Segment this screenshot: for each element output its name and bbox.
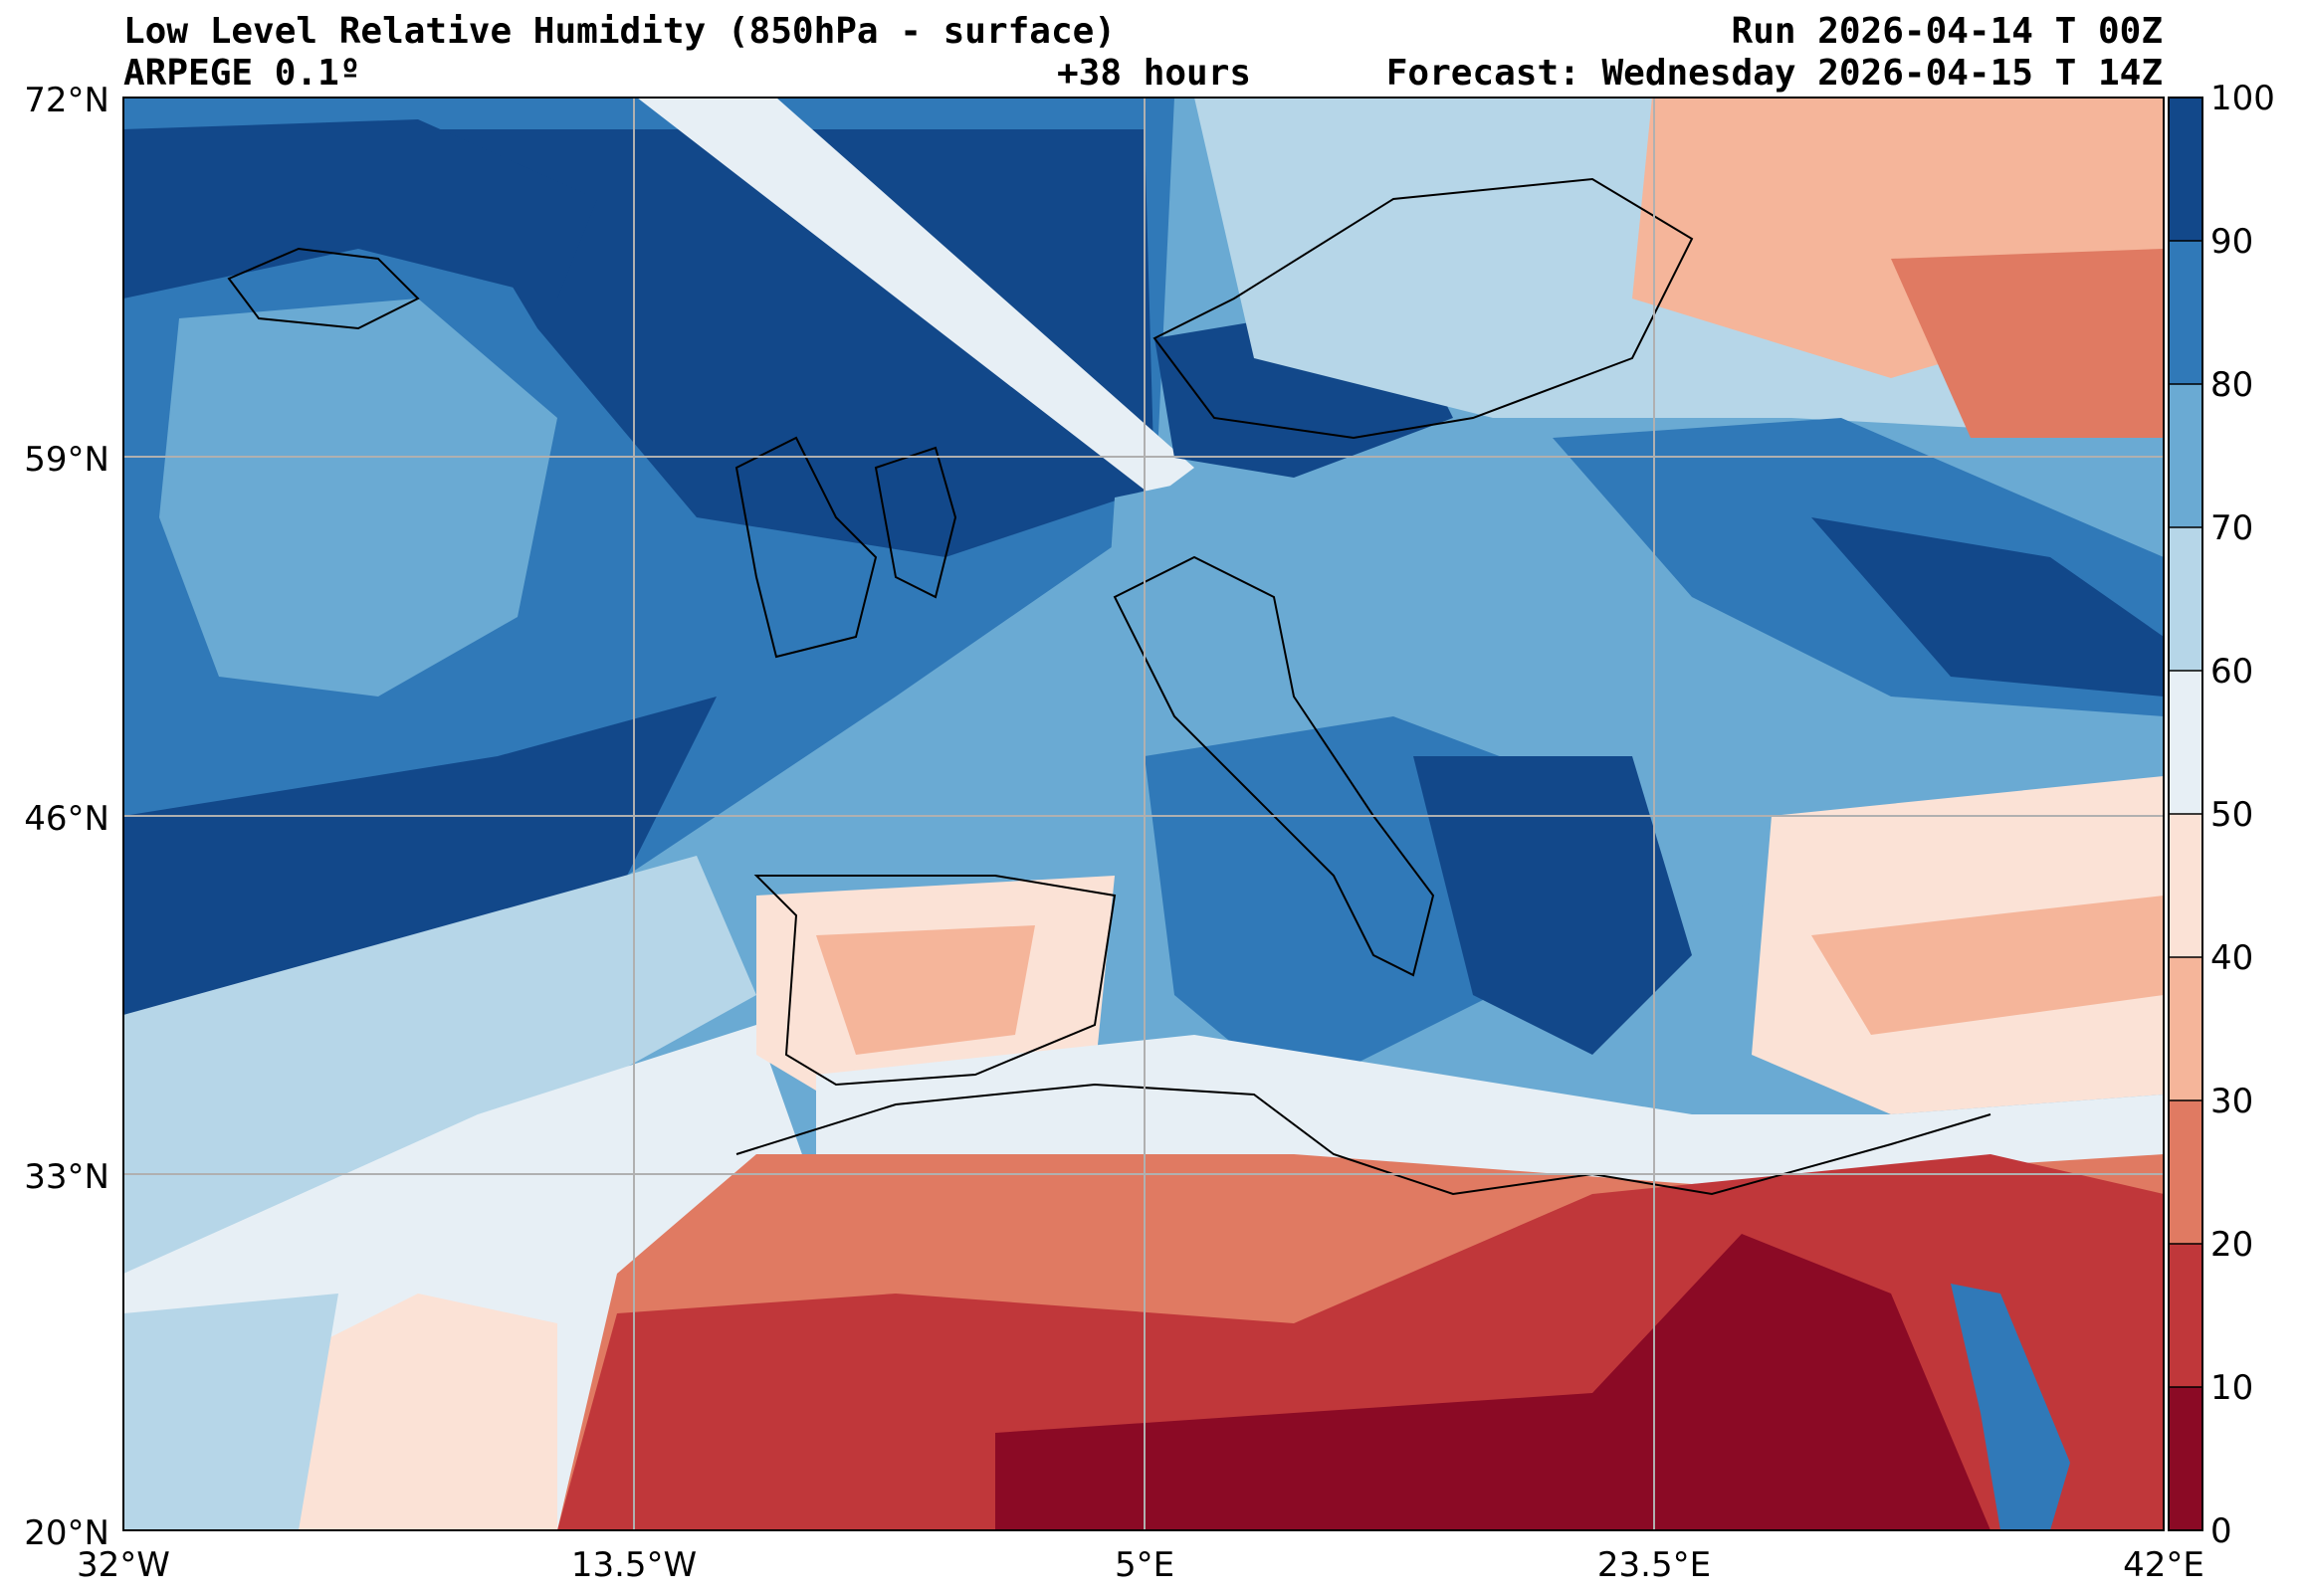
colorbar-tick-label: 100 <box>2210 79 2275 118</box>
lon-label-13-5w: 13.5°W <box>571 1545 697 1585</box>
lat-label-59n: 59°N <box>24 440 109 480</box>
colorbar-tick-label: 70 <box>2210 508 2253 548</box>
forecast-label: Forecast: Wednesday 2026-04-15 T 14Z <box>1385 53 2163 94</box>
map-frame <box>122 97 2165 1531</box>
colorbar-tick-label: 10 <box>2210 1368 2253 1408</box>
lat-label-46n: 46°N <box>24 799 109 839</box>
colorbar-segment <box>2169 1387 2202 1530</box>
colorbar-tick-label: 0 <box>2210 1511 2232 1551</box>
model-label: ARPEGE 0.1º <box>123 53 361 94</box>
colorbar-segment <box>2169 384 2202 527</box>
lon-label-5e: 5°E <box>1115 1545 1174 1585</box>
lat-label-72n: 72°N <box>24 81 109 120</box>
colorbar-segment <box>2169 671 2202 814</box>
colorbar-segment <box>2169 1100 2202 1244</box>
colorbar-tick-label: 20 <box>2210 1225 2253 1265</box>
lon-label-23-5e: 23.5°E <box>1597 1545 1711 1585</box>
colorbar-segment <box>2169 1244 2202 1387</box>
lat-label-20n: 20°N <box>24 1513 109 1553</box>
colorbar-segment <box>2169 241 2202 384</box>
lon-label-42e: 42°E <box>2123 1545 2204 1585</box>
graticule <box>123 98 2164 1530</box>
colorbar-tick-label: 30 <box>2210 1082 2253 1121</box>
colorbar-segment <box>2169 814 2202 957</box>
colorbar-segment <box>2169 527 2202 671</box>
colorbar: 0 10 20 30 40 50 60 70 80 90 100 <box>2168 79 2275 1551</box>
lon-label-32w: 32°W <box>77 1545 170 1585</box>
lat-label-33n: 33°N <box>24 1157 109 1197</box>
colorbar-segment <box>2169 98 2202 241</box>
run-label: Run 2026-04-14 T 00Z <box>1731 11 2163 52</box>
map-title: Low Level Relative Humidity (850hPa - su… <box>123 11 1116 52</box>
colorbar-tick-label: 60 <box>2210 652 2253 692</box>
lead-time-label: +38 hours <box>1057 53 1252 94</box>
colorbar-tick-label: 40 <box>2210 938 2253 978</box>
colorbar-tick-label: 50 <box>2210 795 2253 835</box>
colorbar-tick-label: 90 <box>2210 222 2253 262</box>
colorbar-tick-label: 80 <box>2210 365 2253 405</box>
colorbar-segment <box>2169 957 2202 1100</box>
